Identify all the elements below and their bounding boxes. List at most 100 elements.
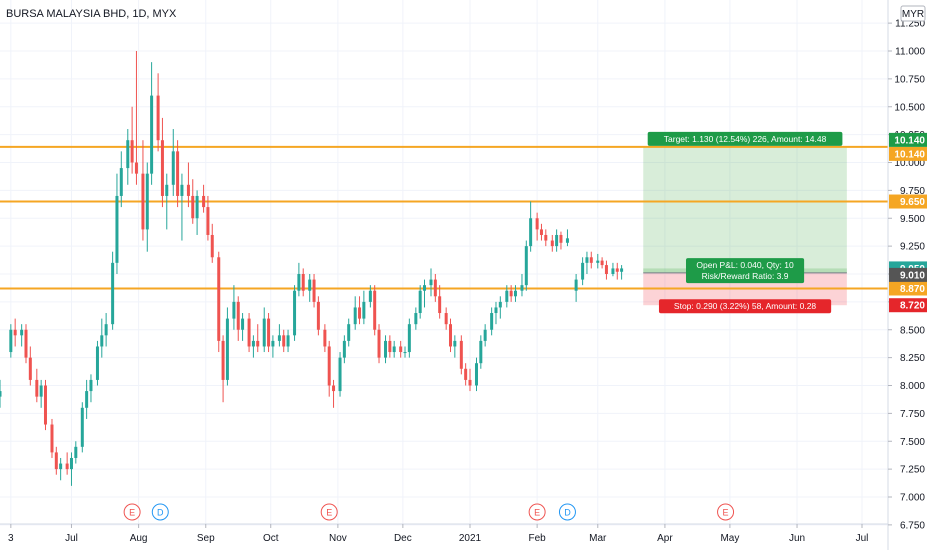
earnings-icon[interactable] bbox=[528, 503, 546, 521]
y-tick-label: 10.500 bbox=[894, 102, 925, 113]
x-tick-label: Oct bbox=[263, 533, 279, 544]
candle-body bbox=[368, 290, 372, 302]
candle-body bbox=[20, 329, 24, 336]
target-label-box bbox=[647, 131, 843, 146]
candle-body bbox=[262, 318, 266, 347]
candle-body bbox=[301, 274, 305, 291]
candle-body bbox=[505, 290, 509, 302]
y-tick-label: 9.750 bbox=[900, 186, 925, 197]
currency-badge[interactable]: MYR bbox=[900, 5, 926, 22]
x-tick-label: Mar bbox=[589, 533, 607, 544]
candle-body bbox=[438, 296, 442, 314]
pnl-label-text: Open P&L: 0.040, Qty: 10 bbox=[696, 260, 794, 270]
candle-body bbox=[141, 173, 145, 230]
candle-body bbox=[282, 335, 286, 347]
y-tick-label: 8.000 bbox=[900, 381, 925, 392]
candle-body bbox=[271, 340, 275, 347]
candle-body bbox=[392, 346, 396, 353]
y-tick-label: 9.500 bbox=[900, 214, 925, 225]
candle-body bbox=[448, 324, 452, 347]
y-tick-label: 11.250 bbox=[895, 19, 925, 30]
candle-body bbox=[342, 340, 346, 358]
price-badge-text: 9.010 bbox=[900, 270, 925, 281]
candle-body bbox=[176, 151, 180, 196]
position-labels: Target: 1.130 (12.54%) 226, Amount: 14.4… bbox=[647, 131, 843, 314]
x-tick-label: Feb bbox=[529, 533, 547, 544]
price-badge bbox=[889, 267, 927, 282]
event-letter: E bbox=[326, 508, 332, 518]
candle-body bbox=[74, 446, 78, 458]
candle-body bbox=[483, 329, 487, 341]
candle-body bbox=[236, 301, 240, 330]
earnings-icon[interactable] bbox=[320, 503, 338, 521]
candle-body bbox=[388, 340, 392, 353]
candles bbox=[0, 51, 624, 486]
candle-body bbox=[332, 385, 336, 392]
x-tick-label: Jun bbox=[789, 533, 805, 544]
candle-body bbox=[256, 340, 260, 347]
candle-body bbox=[202, 195, 206, 208]
pnl-label-text: Risk/Reward Ratio: 3.9 bbox=[702, 271, 789, 281]
candle-body bbox=[327, 346, 331, 386]
candle-body bbox=[358, 307, 362, 319]
candle-body bbox=[338, 357, 342, 392]
hline-badge-text: 10.140 bbox=[894, 149, 925, 160]
event-letter: E bbox=[534, 508, 540, 518]
candle-body bbox=[28, 357, 32, 380]
candle-body bbox=[509, 290, 513, 297]
chart-title: BURSA MALAYSIA BHD, 1D, MYX bbox=[6, 8, 177, 20]
dividend-icon[interactable] bbox=[151, 503, 169, 521]
candle-body bbox=[115, 195, 119, 263]
earnings-icon[interactable] bbox=[123, 503, 141, 521]
price-axis[interactable]: 11.25011.00010.75010.50010.25010.0009.75… bbox=[888, 19, 925, 532]
y-tick-label: 11.000 bbox=[895, 47, 925, 58]
candle-body bbox=[50, 424, 54, 453]
y-tick-label: 8.500 bbox=[900, 325, 925, 336]
candle-body bbox=[267, 318, 271, 347]
candle-body bbox=[373, 290, 377, 330]
y-tick-label: 7.750 bbox=[900, 409, 925, 420]
y-tick-label: 10.000 bbox=[894, 158, 925, 169]
earnings-icon[interactable] bbox=[717, 503, 735, 521]
candle-body bbox=[550, 240, 554, 247]
candle-body bbox=[490, 313, 494, 330]
candle-body bbox=[611, 268, 615, 274]
candle-body bbox=[145, 173, 149, 230]
candle-body bbox=[134, 162, 138, 174]
candle-body bbox=[150, 95, 154, 174]
candle-body bbox=[35, 379, 39, 397]
candle-body bbox=[529, 218, 533, 247]
x-tick-label: 3 bbox=[8, 533, 14, 544]
time-axis[interactable]: 3 Jul Aug Sep Oct Nov Dec 2021 Feb Mar Apr May Jun Ju… bbox=[8, 524, 868, 544]
candle-body bbox=[399, 346, 403, 353]
candle-body bbox=[429, 279, 433, 286]
candle-body bbox=[479, 340, 483, 364]
candle-body bbox=[464, 368, 468, 380]
candle-body bbox=[297, 274, 301, 291]
candle-body bbox=[316, 301, 320, 330]
price-badge bbox=[889, 132, 927, 147]
candle-body bbox=[418, 290, 422, 314]
candle-body bbox=[221, 340, 225, 380]
target-label-text: Target: 1.130 (12.54%) 226, Amount: 14.4… bbox=[664, 134, 827, 144]
candle-body bbox=[247, 318, 251, 347]
candle-body bbox=[414, 313, 418, 325]
dividend-icon[interactable] bbox=[558, 503, 576, 521]
event-letter: E bbox=[723, 508, 729, 518]
candle-body bbox=[54, 452, 58, 470]
hline-badge-text: 8.870 bbox=[900, 284, 925, 295]
candle-body bbox=[308, 279, 312, 291]
candle-body bbox=[347, 324, 351, 341]
candle-body bbox=[104, 324, 108, 336]
profit-zone[interactable] bbox=[643, 146, 847, 273]
hline-badge bbox=[889, 194, 927, 209]
candle-body bbox=[80, 407, 84, 447]
candle-body bbox=[119, 168, 123, 196]
candle-body bbox=[160, 140, 164, 196]
price-badge bbox=[889, 298, 927, 313]
candle-body bbox=[43, 385, 47, 425]
candle-body bbox=[293, 290, 297, 336]
